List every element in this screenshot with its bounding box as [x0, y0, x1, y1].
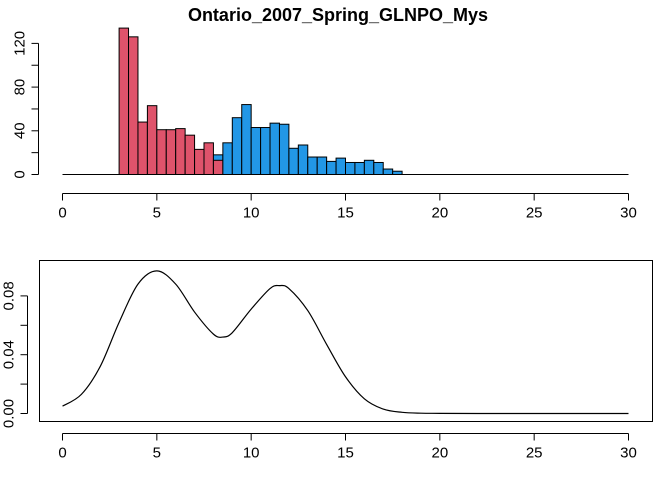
- histogram-bar: [212, 159, 224, 175]
- y-tick-label: 40: [12, 122, 29, 139]
- histogram-bar: [345, 161, 356, 175]
- histogram-bar: [222, 142, 233, 176]
- density-panel: 0 5 10 15 20 25 30 0.00 0.04 0.08: [1, 260, 653, 462]
- density-axes: 0 5 10 15 20 25 30 0.00 0.04 0.08: [1, 281, 637, 461]
- chart-title: Ontario_2007_Spring_GLNPO_Mys: [188, 5, 488, 25]
- x-tick-label: 25: [526, 205, 543, 222]
- histogram-bar: [175, 128, 186, 176]
- histogram-panel: Ontario_2007_Spring_GLNPO_Mys 0 5 10 15 20 25…: [12, 5, 637, 222]
- histogram-bar: [241, 104, 252, 175]
- histogram-bar: [260, 127, 271, 175]
- histogram-bar: [335, 157, 347, 176]
- x-tick-label: 5: [153, 205, 161, 222]
- histogram-bar: [307, 156, 318, 176]
- x-tick-label: 0: [58, 445, 66, 462]
- x-tick-label: 20: [431, 445, 448, 462]
- x-tick-label: 15: [337, 205, 354, 222]
- histogram-bar: [316, 156, 328, 176]
- y-tick-label: 0.04: [1, 340, 18, 369]
- x-tick-label: 30: [620, 445, 637, 462]
- histogram-bar: [297, 144, 309, 175]
- density-curve: [62, 270, 629, 415]
- histogram-bar: [269, 122, 280, 175]
- histogram-bar: [382, 168, 394, 175]
- histogram-bar: [118, 27, 130, 176]
- histogram-bar: [326, 160, 337, 175]
- histogram-bar: [203, 142, 214, 176]
- histogram-bar: [373, 161, 384, 175]
- histogram-bars: [62, 27, 629, 176]
- histogram-bar: [250, 127, 262, 175]
- histogram-bar: [231, 117, 243, 176]
- histogram-axes: 0 5 10 15 20 25 30 0 40 80 120: [12, 31, 637, 222]
- histogram-bar: [278, 123, 290, 175]
- histogram-bar: [288, 147, 299, 175]
- histogram-bar: [156, 129, 167, 175]
- x-tick-label: 0: [58, 205, 66, 222]
- x-tick-label: 15: [337, 445, 354, 462]
- y-tick-label: 0: [12, 170, 29, 178]
- histogram-bar: [146, 105, 158, 175]
- y-tick-label: 80: [12, 79, 29, 96]
- x-tick-label: 10: [243, 445, 260, 462]
- y-tick-label: 0.00: [1, 399, 18, 428]
- histogram-bar: [354, 161, 365, 175]
- x-tick-label: 25: [526, 445, 543, 462]
- x-tick-label: 10: [243, 205, 260, 222]
- histogram-bar: [363, 159, 375, 175]
- histogram-bar: [128, 36, 139, 176]
- histogram-bar: [184, 134, 196, 176]
- histogram-bar: [165, 129, 177, 175]
- y-tick-label: 120: [12, 31, 29, 56]
- x-tick-label: 5: [153, 445, 161, 462]
- x-tick-label: 20: [431, 205, 448, 222]
- y-tick-label: 0.08: [1, 281, 18, 310]
- density-plot-box: [39, 260, 653, 422]
- histogram-bar: [194, 148, 205, 176]
- histogram-bar: [137, 121, 148, 175]
- x-tick-label: 30: [620, 205, 637, 222]
